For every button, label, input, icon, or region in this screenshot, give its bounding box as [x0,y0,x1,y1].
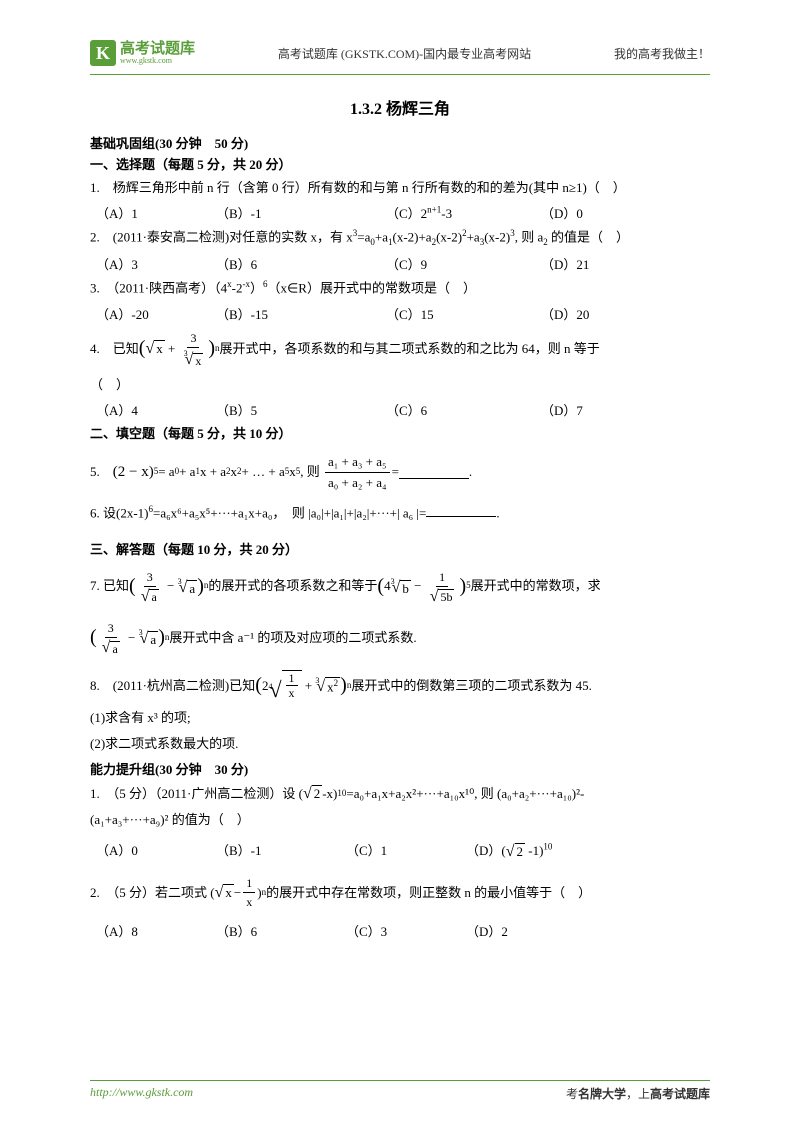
q2-opt-b: （B）6 [216,254,386,273]
q4-options: （A）4 （B）5 （C）6 （D）7 [90,400,710,419]
q1-opt-a: （A）1 [96,203,216,222]
p1-opt-d: （D）(√2 -1)10 [466,840,566,860]
header-right: 我的高考我做主！ [614,45,710,62]
section-2-heading: 二、填空题（每题 5 分，共 10 分） [90,423,710,442]
q1-opt-b: （B）-1 [216,203,386,222]
header-center: 高考试题库 (GKSTK.COM)-国内最专业高考网站 [278,45,531,62]
q6-blank [426,504,496,517]
q4-opt-d: （D）7 [541,400,641,419]
q3-opt-c: （C）15 [386,304,541,323]
q1-opt-d: （D）0 [541,203,641,222]
p2-options: （A）8 （B）6 （C）3 （D）2 [90,921,710,940]
q2-stem: 2. (2011·泰安高二检测)对任意的实数 x，有 x3=a0+a1(x-2)… [90,226,710,250]
logo: K 高考试题库 www.gkstk.com [90,40,195,66]
q4-stem: 4. 已知 ( √x + 33√x )n 展开式中，各项系数的和与其二项式系数的… [90,329,710,368]
header-rule [90,74,710,75]
p1-line2: (a₁+a₃+···+a₉)² 的值为（ ） [90,809,710,831]
q3-opt-a: （A）-20 [96,304,216,323]
q7-line1: 7. 已知 ( 3√a − 3√a )n 的展开式的各项系数之和等于 (4 3√… [90,568,710,605]
p1-line1: 1. （5 分）（2011·广州高二检测）设 ( √2 -x)10 =a₀+a₁… [90,784,710,804]
q8-sub1: (1)求含有 x³ 的项; [90,707,710,729]
q2-options: （A）3 （B）6 （C）9 （D）21 [90,254,710,273]
q1-options: （A）1 （B）-1 （C）2n+1-3 （D）0 [90,203,710,222]
page-header: K 高考试题库 www.gkstk.com 高考试题库 (GKSTK.COM)-… [90,40,710,66]
q4-opt-a: （A）4 [96,400,216,419]
page-footer: http://www.gkstk.com 考名牌大学，上高考试题库 [90,1080,710,1102]
q2-opt-d: （D）21 [541,254,641,273]
q4-tail: （ ） [90,374,710,396]
q5-stem: 5. (2 − x)5 = a0 + a1x + a2x2 + … + a5x5… [90,452,710,492]
q3-options: （A）-20 （B）-15 （C）15 （D）20 [90,304,710,323]
section-1-heading: 一、选择题（每题 5 分，共 20 分） [90,154,710,173]
p2-opt-d: （D）2 [466,921,566,940]
p1-options: （A）0 （B）-1 （C）1 （D）(√2 -1)10 [90,840,710,860]
group-2-heading: 能力提升组(30 分钟 30 分) [90,759,710,778]
q2-opt-c: （C）9 [386,254,541,273]
q8-sub2: (2)求二项式系数最大的项. [90,733,710,755]
q4-opt-b: （B）5 [216,400,386,419]
logo-icon: K [90,40,116,66]
p1-opt-b: （B）-1 [216,840,346,860]
q1-stem: 1. 杨辉三角形中前 n 行（含第 0 行）所有数的和与第 n 行所有数的和的差… [90,177,710,199]
q1-opt-c: （C）2n+1-3 [386,203,541,222]
section-3-heading: 三、解答题（每题 10 分，共 20 分） [90,539,710,558]
page-title: 1.3.2 杨辉三角 [90,95,710,119]
footer-slogan: 考名牌大学，上高考试题库 [566,1085,710,1102]
logo-text-cn: 高考试题库 [120,42,195,57]
p2-stem: 2. （5 分）若二项式 ( √x − 1x )n 的展开式中存在常数项，则正整… [90,874,710,911]
q3-opt-d: （D）20 [541,304,641,323]
q6-stem: 6. 设(2x-1)6=a₆x⁶+a₅x⁵+···+a₁x+a₀， 则 |a₀|… [90,502,710,524]
p2-opt-b: （B）6 [216,921,346,940]
p1-opt-a: （A）0 [96,840,216,860]
logo-text-url: www.gkstk.com [120,57,195,65]
footer-rule [90,1080,710,1081]
q7-line2: ( 3√a − 3√a )n 展开式中含 a⁻¹ 的项及对应项的二项式系数. [90,619,710,656]
q4-opt-c: （C）6 [386,400,541,419]
q3-opt-b: （B）-15 [216,304,386,323]
group-1-heading: 基础巩固组(30 分钟 50 分) [90,133,710,152]
footer-url: http://www.gkstk.com [90,1085,193,1102]
p1-opt-c: （C）1 [346,840,466,860]
q5-blank [399,466,469,479]
p2-opt-c: （C）3 [346,921,466,940]
p2-opt-a: （A）8 [96,921,216,940]
q8-stem: 8. (2011·杭州高二检测)已知 (2 4√1x + 3√x2 )n 展开式… [90,670,710,701]
q2-opt-a: （A）3 [96,254,216,273]
q3-stem: 3. （2011·陕西高考）（4x-2-x）6（x∈R）展开式中的常数项是（ ） [90,277,710,299]
